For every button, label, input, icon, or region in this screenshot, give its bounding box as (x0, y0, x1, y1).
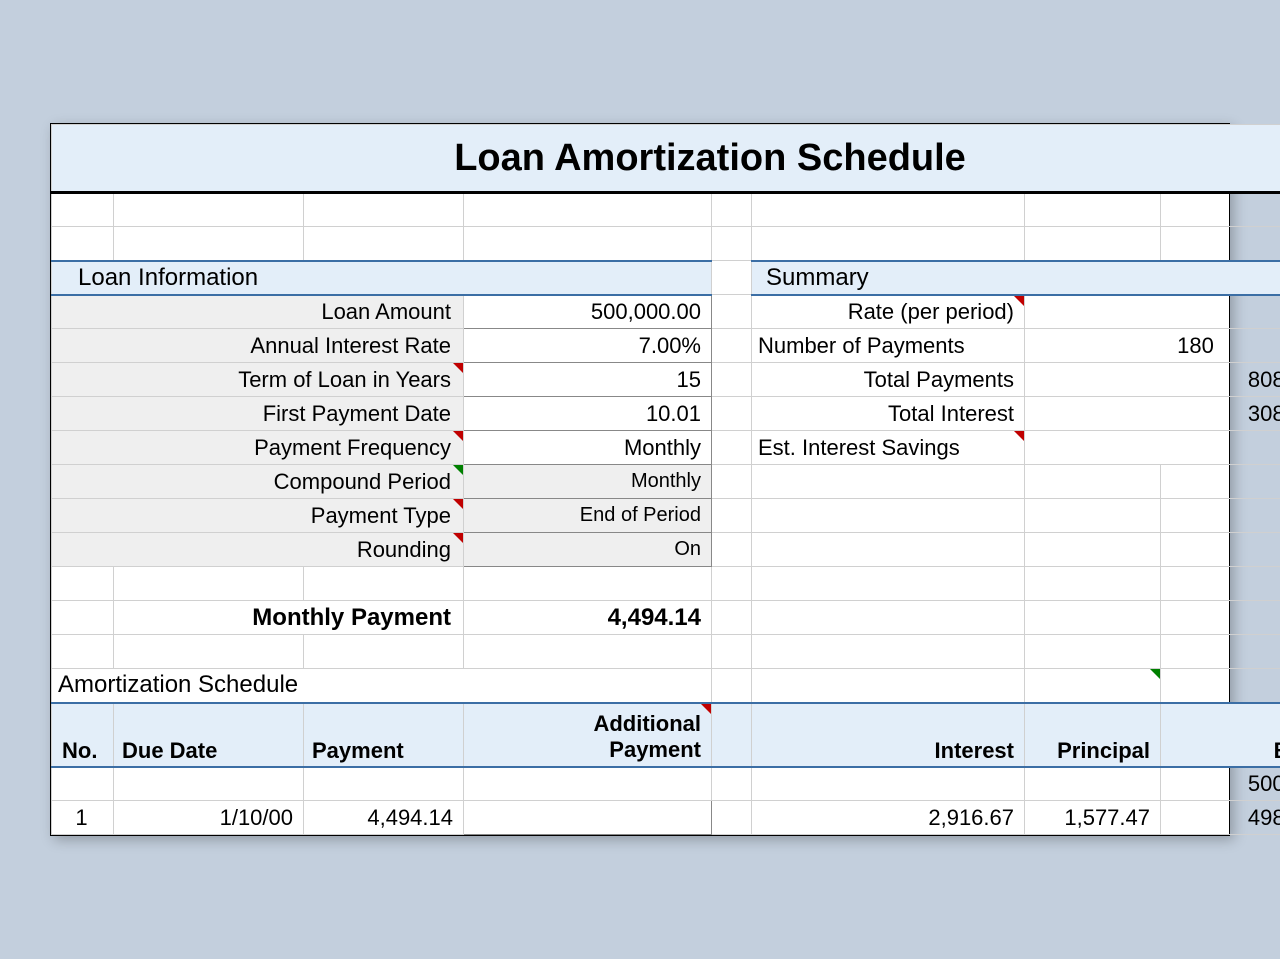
col-payment: Payment (304, 703, 464, 767)
term-label: Term of Loan in Years (52, 363, 464, 397)
page-title: Loan Amortization Schedule (52, 125, 1280, 193)
col-no: No. (52, 703, 114, 767)
frequency-label: Payment Frequency (52, 431, 464, 465)
grid: Loan Amortization Schedule Loan Informat… (51, 124, 1280, 835)
first-date-input[interactable]: 10.01 (464, 397, 712, 431)
monthly-payment-label: Monthly Payment (114, 601, 464, 635)
rate-per-period-label: Rate (per period) (752, 295, 1025, 329)
col-additional: Additional Payment (464, 703, 712, 767)
col-additional-line2: Payment (609, 737, 701, 762)
loan-info-header: Loan Information (52, 261, 712, 295)
rounding-label: Rounding (52, 533, 464, 567)
savings-value: (0.27) (1025, 431, 1280, 465)
initial-balance: 500,000.00 (1161, 767, 1280, 801)
num-payments-label: Number of Payments (752, 329, 1025, 363)
row-no: 1 (52, 801, 114, 835)
total-interest-value: 308,945.71 (1025, 397, 1280, 431)
loan-amount-input[interactable]: 500,000.00 (464, 295, 712, 329)
row-principal: 1,577.47 (1025, 801, 1161, 835)
col-principal: Principal (1025, 703, 1161, 767)
total-payments-value: 808,945.71 (1025, 363, 1280, 397)
total-payments-label: Total Payments (752, 363, 1025, 397)
rounding-input[interactable]: On (464, 533, 712, 567)
row-balance: 498,422.53 (1161, 801, 1280, 835)
table-row: 500,000.00 (52, 767, 1280, 801)
row-payment: 4,494.14 (304, 801, 464, 835)
col-due: Due Date (114, 703, 304, 767)
col-balance: Balance (1161, 703, 1280, 767)
payment-type-input[interactable]: End of Period (464, 499, 712, 533)
term-input[interactable]: 15 (464, 363, 712, 397)
loan-amount-label: Loan Amount (52, 295, 464, 329)
row-interest: 2,916.67 (752, 801, 1025, 835)
table-row: 1 1/10/00 4,494.14 2,916.67 1,577.47 498… (52, 801, 1280, 835)
payment-type-label: Payment Type (52, 499, 464, 533)
row-additional-input[interactable] (464, 801, 712, 835)
spreadsheet: Loan Amortization Schedule Loan Informat… (50, 123, 1230, 836)
compound-label: Compound Period (52, 465, 464, 499)
annual-rate-input[interactable]: 7.00% (464, 329, 712, 363)
amortization-header: Amortization Schedule (52, 669, 712, 703)
row-due: 1/10/00 (114, 801, 304, 835)
total-interest-label: Total Interest (752, 397, 1025, 431)
summary-header: Summary (752, 261, 1280, 295)
col-interest: Interest (752, 703, 1025, 767)
frequency-input[interactable]: Monthly (464, 431, 712, 465)
compound-input[interactable]: Monthly (464, 465, 712, 499)
first-date-label: First Payment Date (52, 397, 464, 431)
savings-label: Est. Interest Savings (752, 431, 1025, 465)
annual-rate-label: Annual Interest Rate (52, 329, 464, 363)
col-additional-line1: Additional (593, 711, 701, 736)
monthly-payment-value: 4,494.14 (464, 601, 712, 635)
rate-per-period-value: 0.583% (1025, 295, 1280, 329)
num-payments-value: 180 (1025, 329, 1280, 363)
